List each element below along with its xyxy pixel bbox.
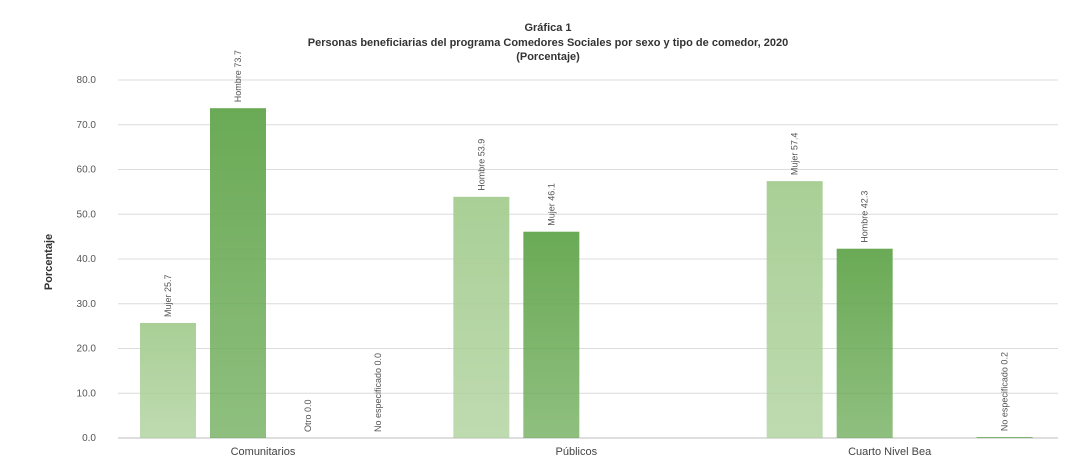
y-tick-label: 50.0 [77,209,97,220]
data-label: Hombre 42.3 [860,191,870,243]
y-tick-label: 40.0 [77,254,97,265]
gridlines [118,79,1058,439]
bar [453,196,510,438]
y-axis-ticks: 0.0 10.0 20.0 30.0 40.0 50.0 60.0 70.0 80.0 [77,75,97,444]
y-tick-label: 20.0 [77,344,97,355]
data-label: No especificado 0.0 [373,353,383,432]
data-label: Hombre 73.7 [233,50,243,102]
y-tick-label: 70.0 [77,120,97,131]
data-labels: Mujer 25.7 Hombre 73.7 Otro 0.0 No especifi… [163,50,1010,432]
y-tick-label: 60.0 [77,165,97,176]
data-label: No especificado 0.2 [1000,352,1010,431]
bar [836,248,893,438]
chart-title: Gráfica 1 [524,22,571,34]
y-axis-label: Porcentaje [43,234,55,290]
chart-subtitle-unit: (Porcentaje) [516,51,580,63]
y-tick-label: 30.0 [77,299,97,310]
bar [976,437,1033,438]
chart-subtitle: Personas beneficiarias del programa Come… [308,37,789,49]
x-axis-categories: Comunitarios Públicos Cuarto Nivel Bea [231,446,933,458]
category-label: Cuarto Nivel Bea [848,446,932,458]
y-tick-label: 80.0 [77,75,97,86]
y-tick-label: 0.0 [82,433,96,444]
bar [523,231,580,438]
y-tick-label: 10.0 [77,388,97,399]
bars [140,108,1033,438]
data-label: Otro 0.0 [303,399,313,432]
category-label: Comunitarios [231,446,296,458]
category-label: Públicos [556,446,598,458]
data-label: Hombre 53.9 [476,139,486,191]
bar [210,108,266,438]
data-label: Mujer 46.1 [546,183,556,226]
data-label: Mujer 57.4 [790,133,800,176]
bar [766,181,823,438]
data-label: Mujer 25.7 [163,274,173,317]
bar [140,322,196,438]
